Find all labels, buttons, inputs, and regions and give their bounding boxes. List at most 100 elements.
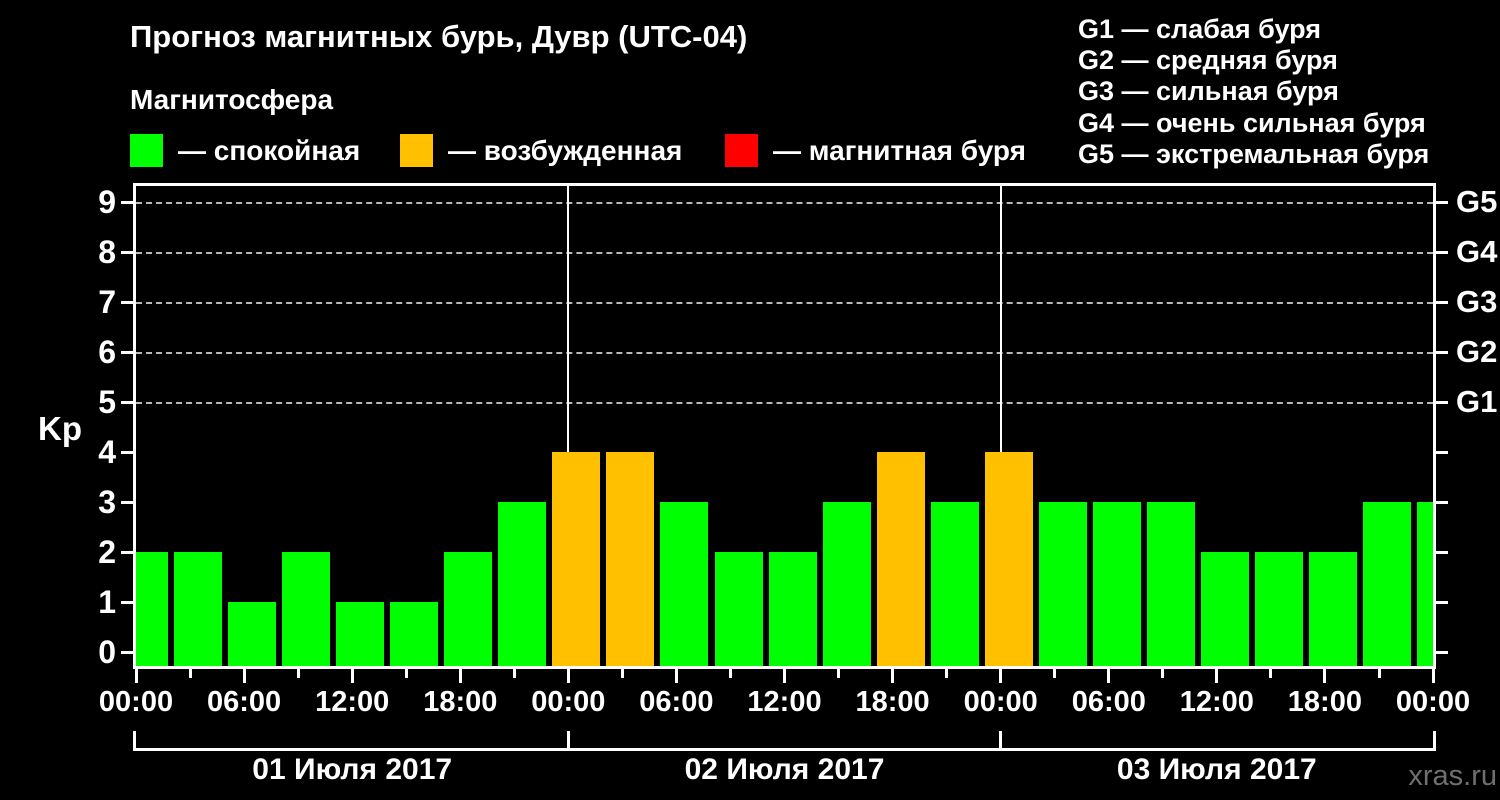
x-tick-major xyxy=(1431,669,1435,683)
y-tick-right xyxy=(1436,450,1448,454)
y-tick-label: 7 xyxy=(98,284,116,320)
magnetosphere-label: Магнитосфера xyxy=(130,84,334,115)
x-tick-minor xyxy=(296,669,300,678)
legend-label-storm: — магнитная буря xyxy=(773,135,1026,166)
x-tick-minor xyxy=(837,669,840,678)
y-tick-label: 8 xyxy=(98,234,116,270)
x-tick-label: 12:00 xyxy=(1179,686,1254,718)
x-tick-minor xyxy=(729,669,732,678)
y-tick-left xyxy=(121,650,133,654)
grid-line-kp7 xyxy=(136,302,1433,304)
excited-color-swatch xyxy=(400,134,433,167)
y-tick-label: 6 xyxy=(98,334,116,370)
x-tick-minor xyxy=(1269,669,1273,678)
kp-bar xyxy=(660,502,709,666)
y-tick-label: 2 xyxy=(98,534,116,570)
g-legend-row-g3: G3 — сильная буря xyxy=(1078,76,1339,107)
g-legend-row-g4: G4 — очень сильная буря xyxy=(1078,107,1426,138)
y-tick-right xyxy=(1436,300,1448,304)
x-tick-major xyxy=(1107,669,1111,683)
x-tick-label: 06:00 xyxy=(639,686,714,718)
legend-item-storm: — магнитная буря xyxy=(725,134,1026,167)
y-tick-right xyxy=(1436,500,1448,504)
y-tick-right xyxy=(1436,350,1448,354)
kp-bar xyxy=(444,552,493,666)
x-tick-label: 12:00 xyxy=(315,686,390,718)
legend-item-excited: — возбужденная xyxy=(400,134,682,167)
x-tick-label: 18:00 xyxy=(1287,686,1362,718)
kp-bar xyxy=(930,502,979,666)
x-tick-label: 18:00 xyxy=(423,686,498,718)
y-tick-left xyxy=(121,250,133,254)
date-bracket-tick xyxy=(133,731,136,748)
y-tick-label: 3 xyxy=(98,484,116,520)
x-tick-minor xyxy=(188,669,192,678)
x-tick-major xyxy=(1215,669,1219,683)
x-tick-label: 00:00 xyxy=(98,686,174,718)
day-boundary-line xyxy=(567,186,570,666)
x-tick-major xyxy=(242,669,246,683)
x-tick-label: 06:00 xyxy=(207,686,282,718)
y-tick-right xyxy=(1436,250,1448,254)
kp-bar xyxy=(822,502,871,666)
x-tick-minor xyxy=(620,669,624,678)
x-tick-minor xyxy=(1377,669,1381,678)
y-tick-label: 0 xyxy=(98,634,116,670)
kp-bar xyxy=(606,452,655,666)
kp-bar xyxy=(984,452,1033,666)
y-tick-left xyxy=(121,600,133,604)
g-level-label-g4: G4 xyxy=(1456,234,1498,269)
kp-bar xyxy=(498,502,547,666)
kp-bar xyxy=(552,452,601,666)
x-tick-major xyxy=(891,669,895,683)
grid-line-kp9 xyxy=(136,202,1433,204)
g-level-label-g5: G5 xyxy=(1456,184,1498,219)
x-tick-major xyxy=(566,669,570,683)
x-tick-minor xyxy=(1161,669,1165,678)
kp-bar xyxy=(1038,502,1087,666)
x-tick-label: 00:00 xyxy=(963,686,1038,718)
y-tick-left xyxy=(121,300,133,304)
plot-area xyxy=(133,183,1436,669)
g-legend-row-g2: G2 — средняя буря xyxy=(1078,45,1338,76)
grid-line-kp8 xyxy=(136,252,1433,254)
y-axis-title: Kp xyxy=(38,410,82,447)
x-tick-label: 00:00 xyxy=(1395,686,1471,718)
legend-item-quiet: — спокойная xyxy=(130,134,360,167)
kp-bar xyxy=(1308,552,1357,666)
kp-bar xyxy=(1146,502,1195,666)
date-label: 01 Июля 2017 xyxy=(252,753,453,786)
g-legend-row-g1: G1 — слабая буря xyxy=(1078,14,1322,44)
kp-bar xyxy=(390,602,439,666)
kp-bar xyxy=(282,552,331,666)
quiet-color-swatch xyxy=(130,134,163,167)
x-tick-major xyxy=(999,669,1003,683)
date-bracket-tick xyxy=(1433,731,1436,748)
g-scale-legend: G1 — слабая буря G2 — средняя буря G3 — … xyxy=(1078,14,1429,170)
x-tick-major xyxy=(134,669,138,683)
chart-title: Прогноз магнитных бурь, Дувр (UTC-04) xyxy=(130,19,748,54)
storm-color-swatch xyxy=(725,134,758,167)
x-tick-major xyxy=(458,669,462,683)
x-tick-major xyxy=(674,669,678,683)
g-level-label-g1: G1 xyxy=(1456,384,1498,419)
x-tick-minor xyxy=(1053,669,1057,678)
kp-bar xyxy=(768,552,817,666)
y-tick-right xyxy=(1436,200,1448,204)
y-tick-left xyxy=(121,500,133,504)
kp-bar xyxy=(136,552,168,666)
y-tick-left xyxy=(121,400,133,404)
date-bracket-line xyxy=(133,748,1436,751)
y-tick-right xyxy=(1436,600,1448,604)
legend-label-quiet: — спокойная xyxy=(178,135,361,166)
y-tick-left xyxy=(121,350,133,354)
y-tick-left xyxy=(121,450,133,454)
y-tick-left xyxy=(121,550,133,554)
g-level-label-g2: G2 xyxy=(1456,334,1498,369)
y-tick-right xyxy=(1436,550,1448,554)
grid-line-kp5 xyxy=(136,402,1433,404)
x-tick-label: 00:00 xyxy=(531,686,606,718)
date-label: 02 Июля 2017 xyxy=(684,753,885,786)
y-tick-left xyxy=(121,200,133,204)
